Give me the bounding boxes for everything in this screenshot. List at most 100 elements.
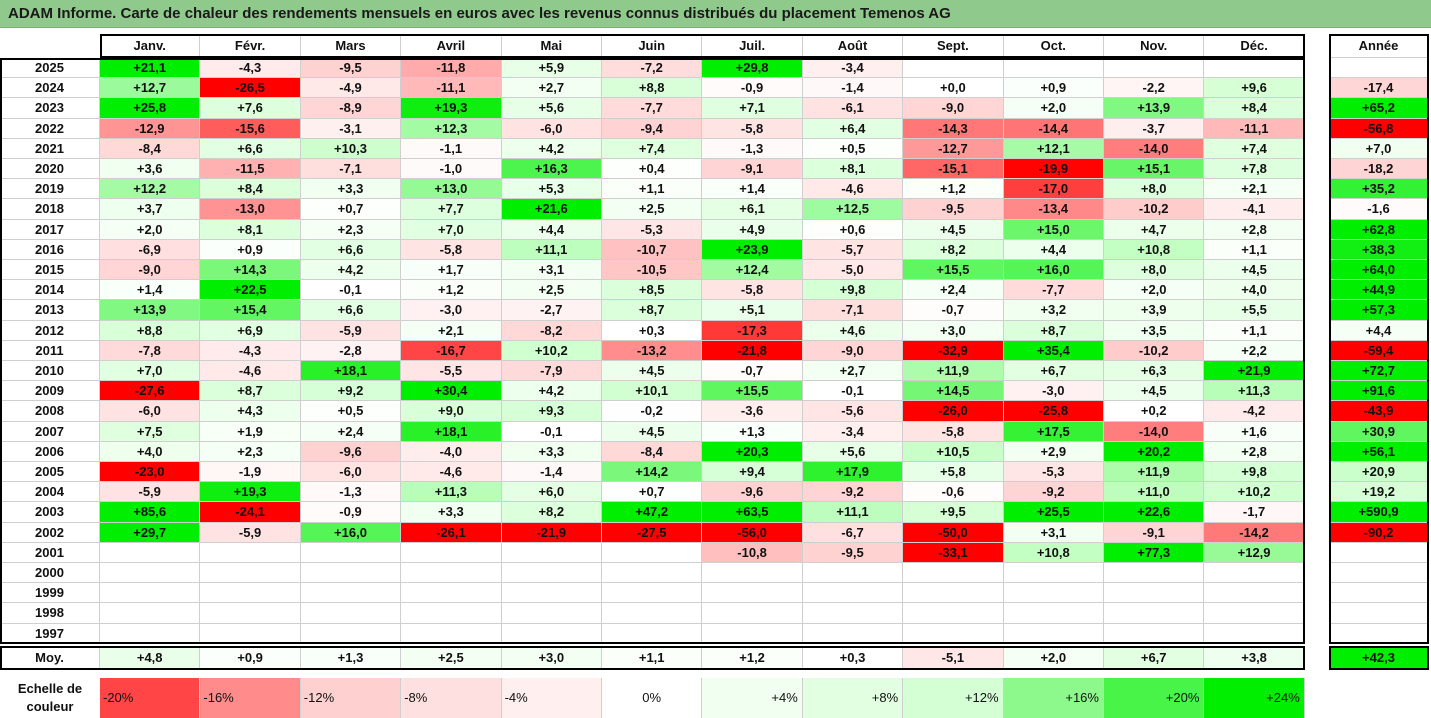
heatmap-cell: +2,9 <box>1003 441 1104 462</box>
heatmap-cell: -14,2 <box>1204 522 1305 543</box>
heatmap-cell <box>401 542 502 563</box>
heatmap-cell: +2,0 <box>1003 98 1104 119</box>
average-annual-cell: +42,3 <box>1329 646 1429 670</box>
heatmap-cell: +7,0 <box>100 361 201 382</box>
year-label: 2023 <box>0 98 100 119</box>
heatmap-cell: -8,9 <box>300 98 402 119</box>
heatmap-cell <box>903 58 1004 79</box>
heatmap-cell: -3,1 <box>300 118 402 139</box>
annual-cell: +56,1 <box>1329 441 1429 462</box>
heatmap-cell: +4,0 <box>100 441 201 462</box>
heatmap-cell: -9,0 <box>903 98 1004 119</box>
heatmap-cell: -0,1 <box>501 421 602 442</box>
heatmap-cell: +15,5 <box>903 260 1004 281</box>
heatmap-cell: +35,4 <box>1003 340 1104 361</box>
scale-swatch: +16% <box>1003 678 1104 718</box>
heatmap-cell: +4,0 <box>1204 280 1305 301</box>
heatmap-cell <box>200 542 301 563</box>
year-label: 2003 <box>0 502 100 523</box>
heatmap-cell: +4,5 <box>602 361 703 382</box>
heatmap-cell <box>501 623 602 644</box>
heatmap-cell <box>1003 623 1104 644</box>
year-label: 2015 <box>0 260 100 281</box>
heatmap-cell: -7,1 <box>300 159 402 180</box>
year-label: 2014 <box>0 280 100 301</box>
heatmap-cell: +1,2 <box>401 280 502 301</box>
scale-swatch: -16% <box>200 678 301 718</box>
heatmap-cell: -13,2 <box>602 340 703 361</box>
heatmap-cell: +19,3 <box>200 482 301 503</box>
heatmap-cell: +15,0 <box>1003 219 1104 240</box>
scale-swatch: -4% <box>501 678 602 718</box>
heatmap-cell: +2,3 <box>200 441 301 462</box>
heatmap-cell: -14,3 <box>903 118 1004 139</box>
heatmap-cell: -3,0 <box>1003 381 1104 402</box>
heatmap-cell: +9,5 <box>903 502 1004 523</box>
annual-cell: +57,3 <box>1329 300 1429 321</box>
scale-swatch: 0% <box>602 678 703 718</box>
heatmap-cell: +6,3 <box>1104 361 1205 382</box>
annual-cell <box>1329 623 1429 644</box>
heatmap-cell: -2,8 <box>300 340 402 361</box>
heatmap-cell: -14,4 <box>1003 118 1104 139</box>
heatmap-cell: +0,5 <box>300 401 402 422</box>
heatmap-cell <box>200 623 301 644</box>
heatmap-cell: +3,1 <box>1003 522 1104 543</box>
heatmap-cell: +6,9 <box>200 320 301 341</box>
annual-cell: +62,8 <box>1329 219 1429 240</box>
heatmap-cell: +20,3 <box>702 441 803 462</box>
heatmap-cell: +7,6 <box>200 98 301 119</box>
heatmap-cell: +4,5 <box>903 219 1004 240</box>
heatmap-cell: -27,5 <box>602 522 703 543</box>
heatmap-cell <box>501 542 602 563</box>
year-column-header: Année <box>1329 34 1429 58</box>
heatmap-cell: +12,7 <box>100 78 201 99</box>
year-label: 2010 <box>0 361 100 382</box>
annual-cell: -17,4 <box>1329 78 1429 99</box>
annual-cell <box>1329 58 1429 79</box>
annual-cell: +30,9 <box>1329 421 1429 442</box>
heatmap-cell: -14,0 <box>1104 138 1205 159</box>
heatmap-cell <box>1204 563 1305 584</box>
heatmap-cell: +12,3 <box>401 118 502 139</box>
heatmap-cell: +0,6 <box>802 219 904 240</box>
heatmap-cell: -4,9 <box>300 78 402 99</box>
heatmap-cell: +13,0 <box>401 179 502 200</box>
year-label: 1997 <box>0 623 100 644</box>
heatmap-cell: +6,6 <box>200 138 301 159</box>
heatmap-cell: +15,4 <box>200 300 301 321</box>
heatmap-cell: +10,2 <box>1204 482 1305 503</box>
heatmap-cell: +4,5 <box>1204 260 1305 281</box>
heatmap-cell: -10,5 <box>602 260 703 281</box>
average-cell: +1,1 <box>602 646 703 670</box>
heatmap-cell: +20,2 <box>1104 441 1205 462</box>
heatmap-cell: -5,8 <box>401 239 502 260</box>
heatmap-cell: +1,1 <box>602 179 703 200</box>
annual-cell: +65,2 <box>1329 98 1429 119</box>
year-label: 2024 <box>0 78 100 99</box>
heatmap-cell: +8,7 <box>1003 320 1104 341</box>
heatmap-cell: -9,6 <box>702 482 803 503</box>
heatmap-cell: +9,2 <box>300 381 402 402</box>
scale-swatch: -8% <box>401 678 502 718</box>
average-cell: +0,9 <box>200 646 301 670</box>
heatmap-cell: -5,8 <box>702 280 803 301</box>
month-header: Mars <box>300 34 402 58</box>
annual-cell: -1,6 <box>1329 199 1429 220</box>
heatmap-cell: +8,2 <box>501 502 602 523</box>
heatmap-cell: +10,8 <box>1003 542 1104 563</box>
heatmap-cell: +2,5 <box>501 280 602 301</box>
heatmap-cell: +30,4 <box>401 381 502 402</box>
heatmap-cell: -10,7 <box>602 239 703 260</box>
heatmap-cell: -8,4 <box>602 441 703 462</box>
heatmap-cell <box>300 542 402 563</box>
year-label: 2021 <box>0 138 100 159</box>
heatmap-cell: +1,1 <box>1204 239 1305 260</box>
average-cell: +0,3 <box>802 646 904 670</box>
heatmap-cell: +2,7 <box>501 78 602 99</box>
annual-cell: +590,9 <box>1329 502 1429 523</box>
heatmap-cell <box>903 563 1004 584</box>
heatmap-cell: +1,1 <box>1204 320 1305 341</box>
year-label: 2008 <box>0 401 100 422</box>
heatmap-cell <box>602 603 703 624</box>
